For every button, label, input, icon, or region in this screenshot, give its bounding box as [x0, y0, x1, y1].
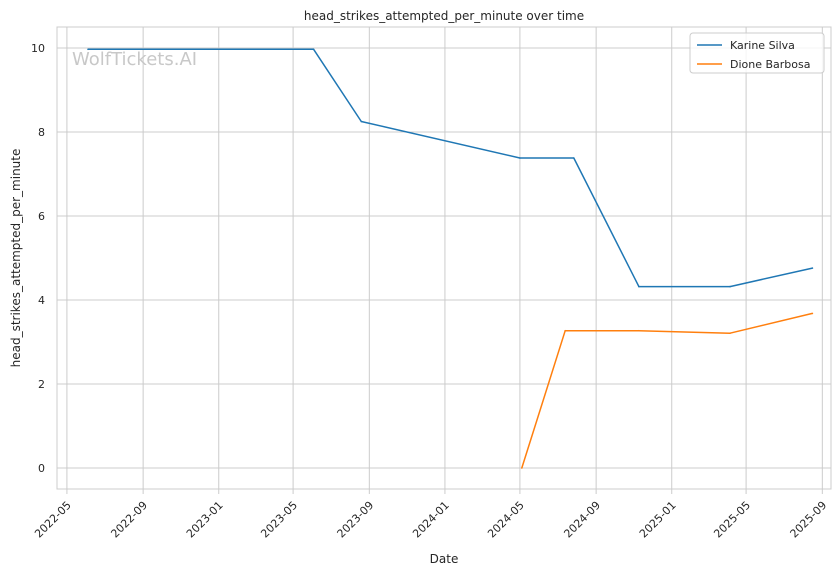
data-point [519, 157, 521, 159]
data-point [638, 329, 640, 332]
data-point [312, 48, 315, 51]
data-point [729, 332, 731, 335]
watermark: WolfTickets.AI [72, 49, 197, 70]
y-tick-label: 4 [38, 294, 45, 307]
data-point [87, 48, 89, 51]
chart-title: head_strikes_attempted_per_minute over t… [304, 9, 584, 23]
data-point [638, 285, 640, 288]
y-tick-label: 6 [38, 210, 45, 223]
x-axis-label: Date [430, 552, 459, 566]
grid-layer [57, 27, 831, 489]
legend-label-1: Dione Barbosa [730, 58, 811, 71]
data-point [811, 312, 814, 315]
legend: Karine Silva Dione Barbosa [689, 32, 825, 74]
y-tick-label: 8 [38, 126, 45, 139]
data-point [564, 329, 566, 332]
y-axis-label: head_strikes_attempted_per_minute [9, 149, 23, 368]
y-tick-labels: 0 2 4 6 8 10 [31, 42, 45, 475]
y-tick-label: 0 [38, 462, 45, 475]
y-tick-label: 2 [38, 378, 45, 391]
data-point [360, 120, 363, 123]
series-layer [87, 48, 814, 469]
data-point [521, 467, 523, 469]
legend-box [689, 32, 825, 74]
legend-label-0: Karine Silva [730, 39, 795, 52]
y-tick-label: 10 [31, 42, 45, 55]
plot-frame [56, 26, 832, 490]
data-point [729, 285, 731, 288]
data-point [811, 267, 814, 269]
series-line-0 [88, 48, 813, 288]
data-point [573, 157, 575, 159]
